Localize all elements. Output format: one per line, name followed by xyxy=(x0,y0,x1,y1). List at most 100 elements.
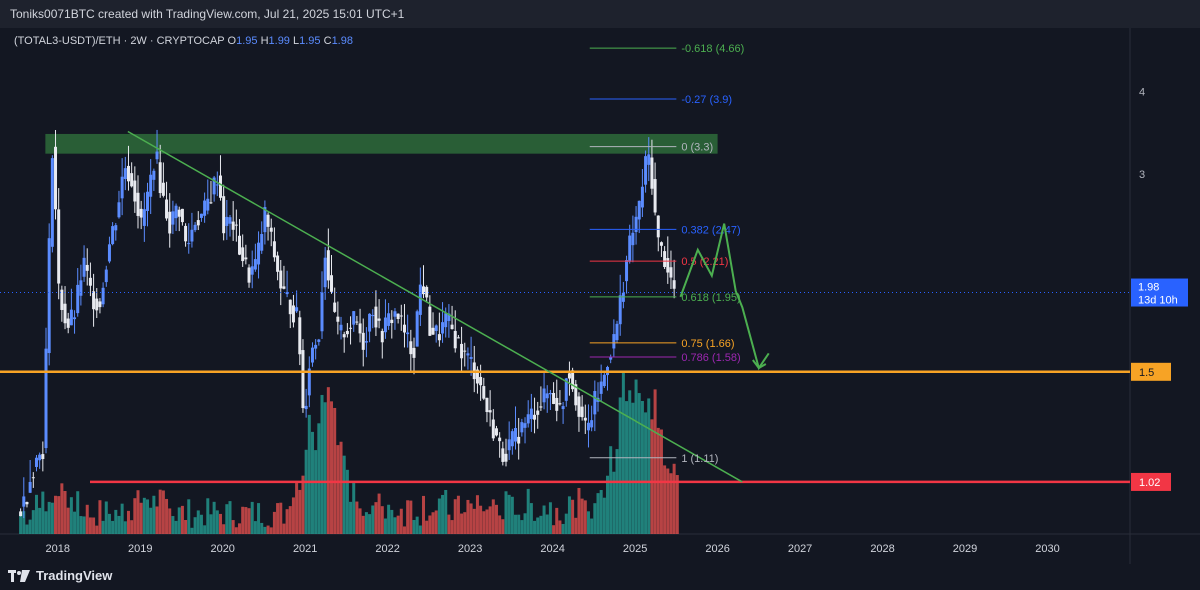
volume-bar xyxy=(165,498,169,534)
candle-body xyxy=(161,182,165,196)
volume-bar xyxy=(571,499,575,534)
x-tick-label: 2018 xyxy=(45,543,69,555)
candle-body xyxy=(501,448,505,462)
ohlc-close-value: 1.98 xyxy=(331,35,353,47)
volume-bar xyxy=(272,511,276,534)
chart-area[interactable]: 3 4 2018 2019 2020 2021 2022 2023 2024 2025 2026 20… xyxy=(0,28,1200,564)
x-tick-label: 2020 xyxy=(210,543,234,555)
fib-level-label: 0.786 (1.58) xyxy=(681,352,740,364)
volume-bar xyxy=(498,515,502,534)
volume-bar xyxy=(409,500,413,534)
candle-body xyxy=(114,225,118,231)
candle-body xyxy=(47,238,51,354)
volume-bar xyxy=(326,387,330,534)
fib-level-label: 0 (3.3) xyxy=(681,142,713,154)
volume-bar xyxy=(307,414,311,534)
volume-bar xyxy=(361,515,365,534)
volume-bar xyxy=(374,502,378,534)
volume-bar xyxy=(171,516,175,534)
candle-body xyxy=(44,348,48,449)
volume-bar xyxy=(133,498,137,534)
candle-body xyxy=(548,392,552,395)
volume-bar xyxy=(60,483,64,534)
x-tick-label: 2022 xyxy=(375,543,399,555)
volume-bar xyxy=(564,513,568,534)
volume-bar xyxy=(295,481,299,534)
volume-bar xyxy=(196,510,200,534)
volume-bar xyxy=(298,489,302,534)
candle-body xyxy=(82,257,86,277)
candle-body xyxy=(272,241,276,258)
volume-bar xyxy=(244,507,248,534)
tradingview-logo-icon xyxy=(8,569,30,582)
volume-bar xyxy=(406,500,410,534)
candle-body xyxy=(529,408,533,420)
candle-body xyxy=(434,325,438,331)
volume-bar xyxy=(250,501,254,534)
x-tick-label: 2029 xyxy=(953,543,977,555)
candle-body xyxy=(441,322,445,334)
volume-bar xyxy=(333,407,337,534)
candle-body xyxy=(95,298,99,311)
volume-bar xyxy=(184,519,188,534)
volume-bar xyxy=(57,496,61,534)
volume-bar xyxy=(98,500,102,534)
volume-bar xyxy=(323,402,327,534)
candle-body xyxy=(244,257,248,260)
candle-body xyxy=(644,156,648,185)
volume-bar xyxy=(631,402,635,534)
candle-body xyxy=(539,406,543,408)
candle-body xyxy=(475,369,479,384)
volume-bar xyxy=(82,516,86,534)
x-tick-label: 2021 xyxy=(293,543,317,555)
candle-body xyxy=(279,270,283,289)
volume-bar xyxy=(260,522,264,534)
volume-bar xyxy=(596,493,600,534)
volume-bar xyxy=(199,514,203,534)
volume-bar xyxy=(425,520,429,534)
volume-bar xyxy=(602,497,606,534)
volume-bar xyxy=(301,475,305,534)
last-price-countdown: 13d 10h xyxy=(1138,295,1178,307)
y-tick-label: 3 xyxy=(1139,169,1145,181)
symbol-legend: (TOTAL3-USDT)/ETH · 2W · CRYPTOCAP O1.95… xyxy=(14,35,353,47)
volume-bar xyxy=(339,441,343,534)
volume-bar xyxy=(491,499,495,534)
candle-body xyxy=(377,318,381,321)
candle-body xyxy=(580,406,584,418)
volume-bar xyxy=(79,516,83,534)
volume-bar xyxy=(647,398,651,534)
candle-body xyxy=(361,332,365,350)
candle-body xyxy=(590,420,594,428)
candle-body xyxy=(142,209,146,226)
volume-bar xyxy=(174,520,178,534)
candle-body xyxy=(117,202,121,218)
candle-body xyxy=(552,392,556,404)
trendline xyxy=(127,130,743,483)
candle-body xyxy=(406,332,410,335)
candle-body xyxy=(536,410,540,415)
candle-body xyxy=(291,305,295,323)
price-label-badge xyxy=(1131,362,1171,381)
volume-bar xyxy=(222,524,226,534)
volume-bar xyxy=(50,502,54,534)
volume-bar xyxy=(475,495,479,534)
x-tick-label: 2019 xyxy=(128,543,152,555)
candle-body xyxy=(402,324,406,333)
last-price-value: 1.98 xyxy=(1138,282,1159,294)
volume-bar xyxy=(304,449,308,534)
volume-bar xyxy=(209,514,213,534)
volume-bar xyxy=(282,523,286,534)
candle-body xyxy=(330,275,334,292)
volume-bar xyxy=(215,510,219,534)
candle-body xyxy=(507,439,511,451)
candle-body xyxy=(139,208,143,218)
volume-bar xyxy=(415,516,419,534)
tradingview-logo[interactable]: TradingView xyxy=(8,568,112,583)
candle-body xyxy=(656,215,660,238)
volume-bar xyxy=(63,490,67,534)
volume-bar xyxy=(441,494,445,534)
chart-svg[interactable]: 3 4 2018 2019 2020 2021 2022 2023 2024 2025 2026 20… xyxy=(0,28,1200,564)
candle-body xyxy=(533,414,537,420)
candle-body xyxy=(304,405,308,410)
